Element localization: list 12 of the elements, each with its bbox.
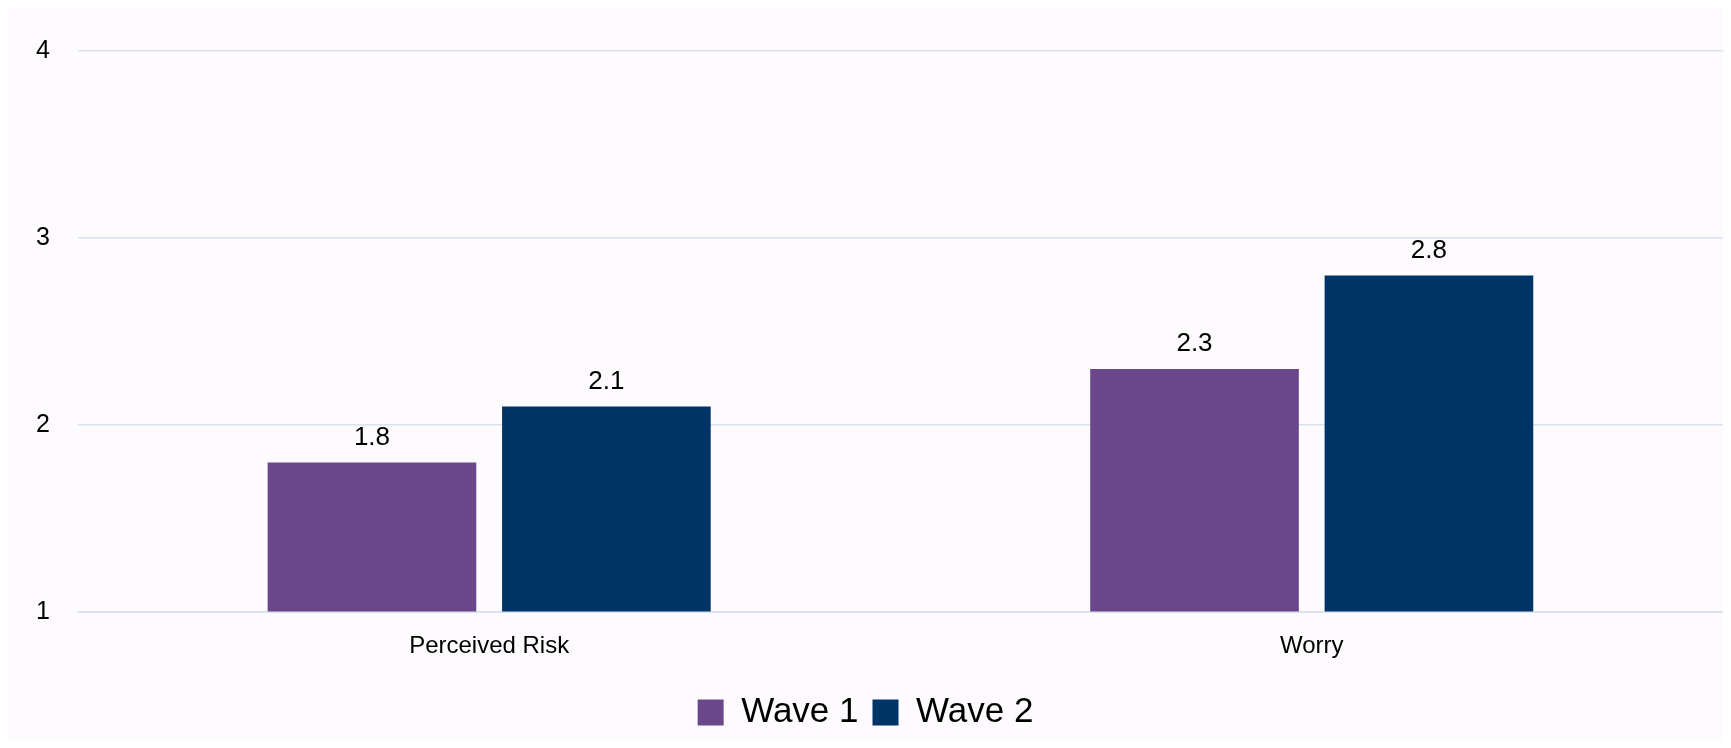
data-label: 2.1 bbox=[588, 364, 625, 395]
y-tick-label: 1 bbox=[36, 596, 50, 625]
x-tick-label: Perceived Risk bbox=[409, 631, 571, 659]
y-tick-label: 2 bbox=[36, 409, 50, 438]
x-tick-label: Worry bbox=[1279, 631, 1344, 659]
data-label: 2.3 bbox=[1176, 327, 1213, 358]
legend-label: Wave 2 bbox=[916, 690, 1034, 730]
y-tick-label: 4 bbox=[36, 34, 50, 63]
y-tick-label: 3 bbox=[36, 221, 50, 250]
legend-label: Wave 1 bbox=[741, 690, 859, 730]
data-label: 1.8 bbox=[353, 420, 391, 451]
data-label: 2.8 bbox=[1410, 233, 1448, 264]
